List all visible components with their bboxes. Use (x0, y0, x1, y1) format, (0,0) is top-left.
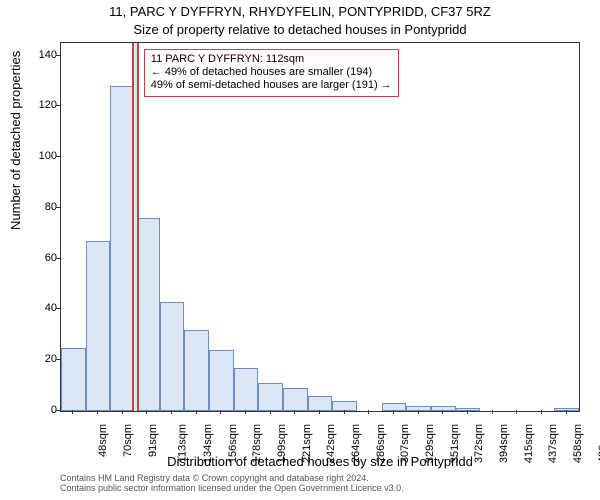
histogram-bar (86, 241, 111, 411)
histogram-bar (554, 408, 579, 411)
x-tick-label: 91sqm (147, 424, 159, 457)
footer-attribution: Contains HM Land Registry data © Crown c… (60, 474, 580, 494)
y-tick-mark (56, 156, 60, 157)
histogram-bar (258, 383, 283, 411)
histogram-bar (160, 302, 185, 411)
y-tick-mark (56, 359, 60, 360)
x-tick-mark (492, 410, 493, 414)
y-tick-label: 120 (17, 99, 57, 111)
x-tick-mark (393, 410, 394, 414)
histogram-bar (184, 330, 209, 411)
histogram-bar (283, 388, 308, 411)
x-tick-mark (566, 410, 567, 414)
histogram-bar (431, 406, 456, 411)
histogram-bar (308, 396, 333, 411)
chart-title-desc: Size of property relative to detached ho… (0, 22, 600, 37)
x-tick-mark (220, 410, 221, 414)
x-tick-label: 70sqm (122, 424, 134, 457)
annotation-box: 11 PARC Y DYFFRYN: 112sqm← 49% of detach… (144, 49, 399, 97)
x-tick-mark (368, 410, 369, 414)
x-tick-mark (171, 410, 172, 414)
y-tick-mark (56, 207, 60, 208)
y-tick-mark (56, 55, 60, 56)
y-tick-mark (56, 308, 60, 309)
x-tick-mark (418, 410, 419, 414)
x-tick-mark (467, 410, 468, 414)
histogram-bar (234, 368, 259, 411)
x-tick-mark (294, 410, 295, 414)
x-axis-label: Distribution of detached houses by size … (60, 454, 580, 469)
x-tick-mark (319, 410, 320, 414)
annotation-line-1: 11 PARC Y DYFFRYN: 112sqm (151, 53, 392, 66)
highlight-marker (132, 43, 139, 411)
x-tick-mark (442, 410, 443, 414)
x-tick-mark (344, 410, 345, 414)
x-tick-label: 48sqm (97, 424, 109, 457)
y-tick-mark (56, 105, 60, 106)
histogram-bar (406, 406, 431, 411)
x-tick-mark (245, 410, 246, 414)
x-tick-mark (97, 410, 98, 414)
y-tick-mark (56, 258, 60, 259)
histogram-bar (209, 350, 234, 411)
x-tick-mark (122, 410, 123, 414)
y-tick-label: 140 (17, 49, 57, 61)
y-tick-label: 0 (17, 404, 57, 416)
x-tick-mark (146, 410, 147, 414)
y-tick-label: 100 (17, 150, 57, 162)
x-tick-mark (516, 410, 517, 414)
footer-line-2: Contains public sector information licen… (60, 484, 580, 494)
x-tick-mark (541, 410, 542, 414)
plot-area: 11 PARC Y DYFFRYN: 112sqm← 49% of detach… (60, 42, 580, 412)
x-tick-mark (72, 410, 73, 414)
chart-title-address: 11, PARC Y DYFFRYN, RHYDYFELIN, PONTYPRI… (0, 4, 600, 19)
chart-container: 11, PARC Y DYFFRYN, RHYDYFELIN, PONTYPRI… (0, 0, 600, 500)
annotation-line-2: ← 49% of detached houses are smaller (19… (151, 66, 392, 79)
y-tick-label: 40 (17, 302, 57, 314)
annotation-line-3: 49% of semi-detached houses are larger (… (151, 79, 392, 92)
x-tick-mark (270, 410, 271, 414)
y-tick-label: 80 (17, 201, 57, 213)
y-tick-mark (56, 410, 60, 411)
histogram-bar (332, 401, 357, 411)
y-tick-label: 60 (17, 252, 57, 264)
histogram-bar (61, 348, 86, 411)
y-tick-label: 20 (17, 353, 57, 365)
x-tick-mark (196, 410, 197, 414)
